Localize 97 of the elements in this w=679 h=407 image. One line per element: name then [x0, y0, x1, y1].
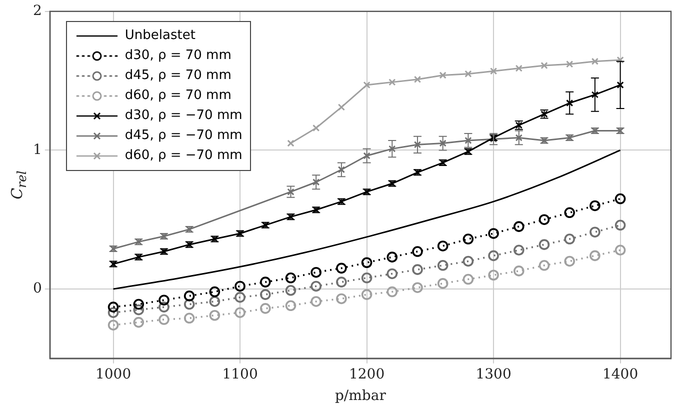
point: [538, 239, 550, 250]
point: [591, 91, 599, 98]
point: [616, 56, 624, 64]
point: [336, 262, 347, 274]
point: [513, 244, 524, 256]
point: [310, 280, 322, 292]
point: [234, 280, 246, 292]
point: [513, 221, 524, 232]
point: [260, 276, 271, 288]
point: [209, 296, 220, 307]
point: [437, 240, 448, 252]
point: [564, 207, 575, 218]
x-axis-title: p/mbar: [334, 388, 386, 404]
x-tick-label: 1400: [602, 366, 638, 382]
point: [310, 296, 322, 307]
point: [590, 200, 600, 212]
point: [184, 290, 195, 302]
point: [287, 140, 294, 147]
x-tick-label: 1000: [95, 366, 132, 382]
point: [260, 303, 271, 314]
point: [209, 310, 220, 321]
legend-label: d30, ρ = −70 mm: [124, 108, 242, 124]
point: [614, 244, 626, 256]
point: [361, 289, 372, 300]
point: [133, 316, 144, 328]
point: [285, 284, 296, 296]
point: [412, 282, 423, 294]
x-tick-label: 1200: [348, 366, 385, 382]
point: [310, 266, 322, 278]
point: [338, 166, 346, 174]
legend-label: Unbelastet: [124, 28, 196, 44]
point: [386, 252, 398, 262]
point: [488, 228, 499, 239]
point: [158, 302, 170, 312]
point: [515, 64, 522, 72]
point: [386, 268, 398, 280]
point: [234, 307, 246, 318]
point: [437, 278, 448, 289]
point: [538, 260, 550, 271]
point: [490, 68, 498, 75]
point: [338, 104, 346, 111]
point: [488, 270, 499, 281]
point: [564, 234, 575, 244]
point: [540, 62, 548, 70]
point: [412, 246, 423, 257]
point: [566, 60, 574, 68]
point: [462, 274, 474, 285]
point: [234, 292, 246, 303]
point: [209, 286, 220, 298]
point: [388, 78, 396, 86]
legend-label: d45, ρ = 70 mm: [124, 68, 232, 84]
point: [108, 320, 119, 330]
point: [108, 302, 119, 312]
point: [462, 256, 474, 267]
point: [538, 214, 550, 225]
legend-label: d60, ρ = −70 mm: [124, 148, 242, 164]
point: [312, 124, 320, 132]
point: [285, 272, 296, 284]
point: [590, 250, 600, 262]
point: [285, 300, 296, 312]
point: [184, 312, 195, 324]
legend-label: d30, ρ = 70 mm: [124, 48, 232, 64]
point: [488, 250, 499, 262]
point: [462, 234, 474, 244]
point: [386, 286, 398, 298]
point: [361, 272, 372, 284]
point: [564, 256, 575, 267]
point: [412, 264, 423, 275]
x-tick-label: 1300: [476, 366, 512, 382]
point: [336, 293, 347, 304]
point: [614, 193, 626, 204]
point: [437, 260, 448, 271]
point: [614, 220, 626, 231]
point: [439, 72, 446, 79]
line-series: [112, 149, 622, 290]
point: [133, 298, 144, 310]
y-tick-label: 0: [32, 280, 42, 297]
legend-label: d45, ρ = −70 mm: [124, 128, 242, 144]
point: [414, 76, 422, 83]
point: [260, 289, 271, 300]
point: [108, 307, 119, 318]
point: [464, 70, 472, 78]
y-tick-label: 2: [32, 3, 42, 20]
point: [158, 294, 170, 306]
point: [590, 226, 600, 238]
point: [414, 141, 422, 148]
y-tick-label: 1: [32, 142, 42, 158]
point: [363, 81, 370, 89]
point: [591, 58, 599, 65]
point: [361, 257, 372, 268]
point: [513, 266, 524, 276]
point: [133, 304, 144, 316]
point: [158, 314, 170, 325]
legend-label: d60, ρ = 70 mm: [124, 88, 232, 104]
point: [184, 298, 195, 310]
point: [336, 276, 347, 288]
x-tick-label: 1100: [222, 366, 258, 382]
